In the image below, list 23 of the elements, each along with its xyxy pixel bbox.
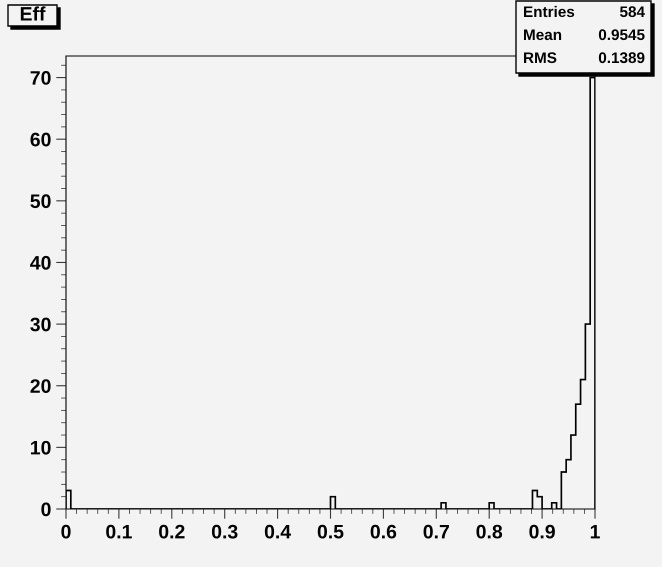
y-tick-label: 20: [30, 379, 51, 393]
y-tick-label: 0: [41, 502, 51, 516]
text: RMS 0.1389: [524, 52, 644, 64]
x-tick-label: 0.6: [370, 524, 396, 539]
y-tick-label: 50: [30, 194, 51, 208]
x-tick-label: 0.1: [106, 524, 132, 539]
text: Entries 584: [524, 6, 645, 18]
x-tick-label: 0.9: [529, 524, 555, 539]
chart-title: Eff: [20, 6, 46, 21]
x-tick-label: 0.4: [264, 524, 292, 539]
y-tick-label: 10: [31, 440, 51, 455]
y-tick-label: 30: [30, 318, 51, 332]
x-tick-label: 1: [590, 524, 600, 538]
y-tick-label: 40: [30, 256, 51, 270]
text: Mean 0.9545: [524, 29, 645, 40]
x-tick-label: 0.7: [424, 524, 449, 539]
x-tick-label: 0: [61, 524, 71, 539]
y-tick-label: 70: [30, 71, 51, 85]
x-tick-label: 0.2: [159, 524, 185, 539]
x-tick-label: 0.8: [476, 524, 502, 539]
y-tick-label: 60: [30, 132, 51, 146]
x-tick-label: 0.3: [212, 524, 238, 539]
x-tick-label: 0.5: [318, 524, 344, 539]
